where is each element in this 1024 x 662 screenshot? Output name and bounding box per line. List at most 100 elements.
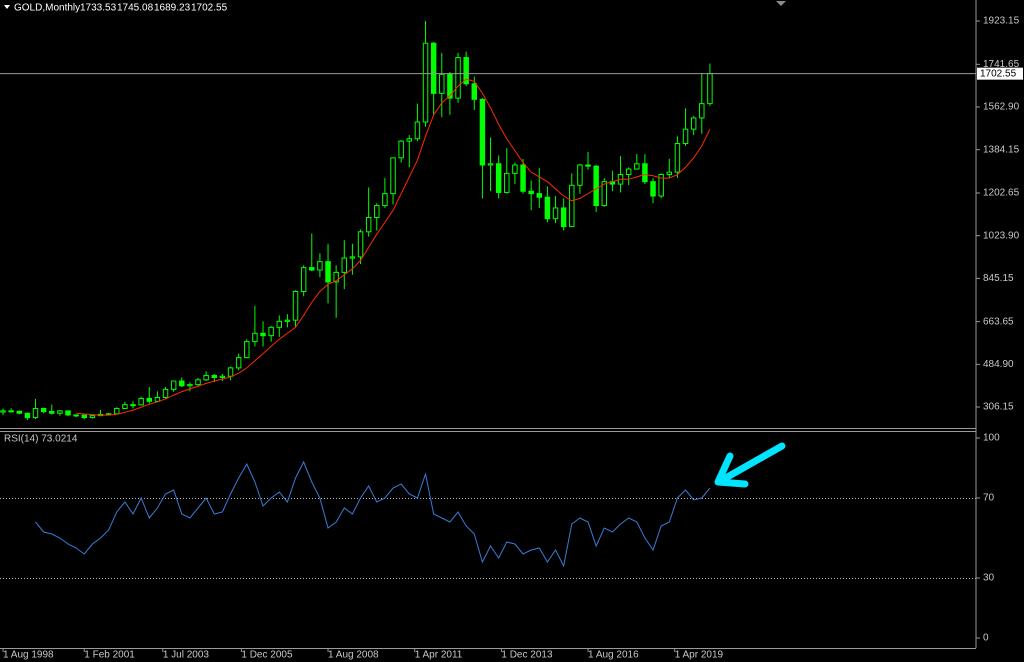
candle-body: [650, 181, 656, 197]
low: 1689.23: [154, 3, 191, 14]
candle-body: [73, 414, 79, 417]
candle-body: [138, 397, 144, 406]
candle-body: [634, 163, 640, 170]
candle-body: [0, 410, 6, 413]
candle-body: [325, 261, 331, 283]
candle-body: [357, 231, 364, 258]
candle-body: [406, 138, 413, 142]
arrow-head: [714, 452, 749, 488]
candle-body: [40, 407, 47, 413]
candle-body: [317, 261, 323, 271]
y-tick-label: 0: [983, 633, 989, 644]
candle-body: [699, 103, 705, 119]
current-price-label: 1702.55: [980, 68, 1017, 79]
candle-body: [179, 380, 185, 387]
y-tick-label: 30: [983, 573, 995, 584]
candle-body: [8, 410, 14, 413]
candle-body: [642, 163, 648, 183]
candle-body: [114, 407, 120, 415]
candle-body: [658, 174, 664, 197]
candle-body: [187, 384, 193, 387]
candle-body: [341, 257, 348, 273]
candle-body: [333, 271, 339, 283]
candle-body: [390, 157, 396, 195]
rsi-line: [35, 460, 711, 568]
y-tick-label: 100: [983, 433, 1000, 444]
y-tick-label: 845.15: [983, 273, 1014, 284]
candle-body: [577, 164, 583, 186]
y-tick-label: 1741.65: [983, 59, 1020, 70]
y-tick-label: 1202.65: [983, 188, 1020, 199]
candle-body: [520, 164, 526, 192]
candle-body: [552, 207, 559, 220]
candle-body: [560, 207, 567, 228]
candle-body: [81, 414, 88, 419]
candle-body: [601, 181, 608, 207]
candle-body: [422, 42, 429, 123]
y-tick-label: 1923.15: [983, 16, 1020, 27]
x-tick-label: 1 Dec 2013: [501, 650, 553, 661]
x-tick-label: 1 Jul 2003: [163, 650, 210, 661]
candle-body: [130, 404, 136, 407]
candle-body: [32, 407, 39, 419]
x-tick-label: 1 Aug 2008: [328, 650, 379, 661]
candle-body: [682, 128, 689, 144]
candle-body: [625, 168, 632, 176]
candle-body: [195, 379, 201, 386]
candle-body: [65, 410, 71, 416]
candle-body: [536, 193, 543, 198]
open: 1733.53: [80, 3, 117, 14]
y-tick-label: 70: [983, 493, 995, 504]
candle-body: [439, 73, 445, 94]
close: 1702.55: [191, 3, 228, 14]
candle-body: [528, 190, 534, 195]
candle-body: [260, 332, 266, 337]
candle-body: [430, 42, 437, 94]
candle-body: [585, 164, 591, 167]
arrow-shaft: [718, 442, 786, 484]
candle-body: [569, 184, 575, 228]
candle-body: [707, 73, 713, 105]
candle-body: [495, 163, 502, 193]
candle-body: [455, 57, 461, 99]
candle-body: [504, 172, 510, 193]
candle-body: [276, 320, 283, 328]
candle-body: [235, 357, 242, 369]
candle-body: [219, 375, 226, 378]
candle-body: [16, 410, 23, 414]
candle-body: [690, 117, 697, 130]
y-tick-label: 1023.90: [983, 230, 1020, 241]
x-tick-label: 1 Apr 2019: [675, 650, 724, 661]
y-tick-label: 663.65: [983, 316, 1014, 327]
candle-body: [309, 267, 315, 271]
candle-body: [89, 415, 96, 419]
candle-body: [365, 216, 372, 233]
x-tick-label: 1 Feb 2001: [84, 650, 135, 661]
candle-body: [349, 256, 356, 259]
candle-body: [487, 163, 494, 166]
shift-marker: [776, 1, 786, 6]
y-tick-label: 306.15: [983, 402, 1014, 413]
candle-body: [284, 319, 291, 322]
candle-body: [292, 291, 299, 321]
candle-body: [252, 332, 258, 343]
x-tick-label: 1 Aug 2016: [588, 650, 639, 661]
x-tick-label: 1 Aug 1998: [3, 650, 54, 661]
x-tick-label: 1 Dec 2005: [241, 650, 293, 661]
candle-body: [374, 205, 380, 218]
candle-body: [593, 165, 599, 207]
y-tick-label: 1562.90: [983, 102, 1020, 113]
y-tick-label: 1384.15: [983, 144, 1020, 155]
annotation-arrow: [714, 442, 786, 488]
candle-body: [544, 196, 551, 220]
candle-body: [463, 57, 469, 85]
indicator-title: RSI(14) 73.0214: [4, 434, 78, 445]
candle-body: [244, 341, 250, 359]
candle-body: [447, 73, 453, 99]
menu-triangle[interactable]: [4, 5, 10, 9]
candle-body: [122, 404, 128, 409]
candle-body: [203, 375, 209, 381]
